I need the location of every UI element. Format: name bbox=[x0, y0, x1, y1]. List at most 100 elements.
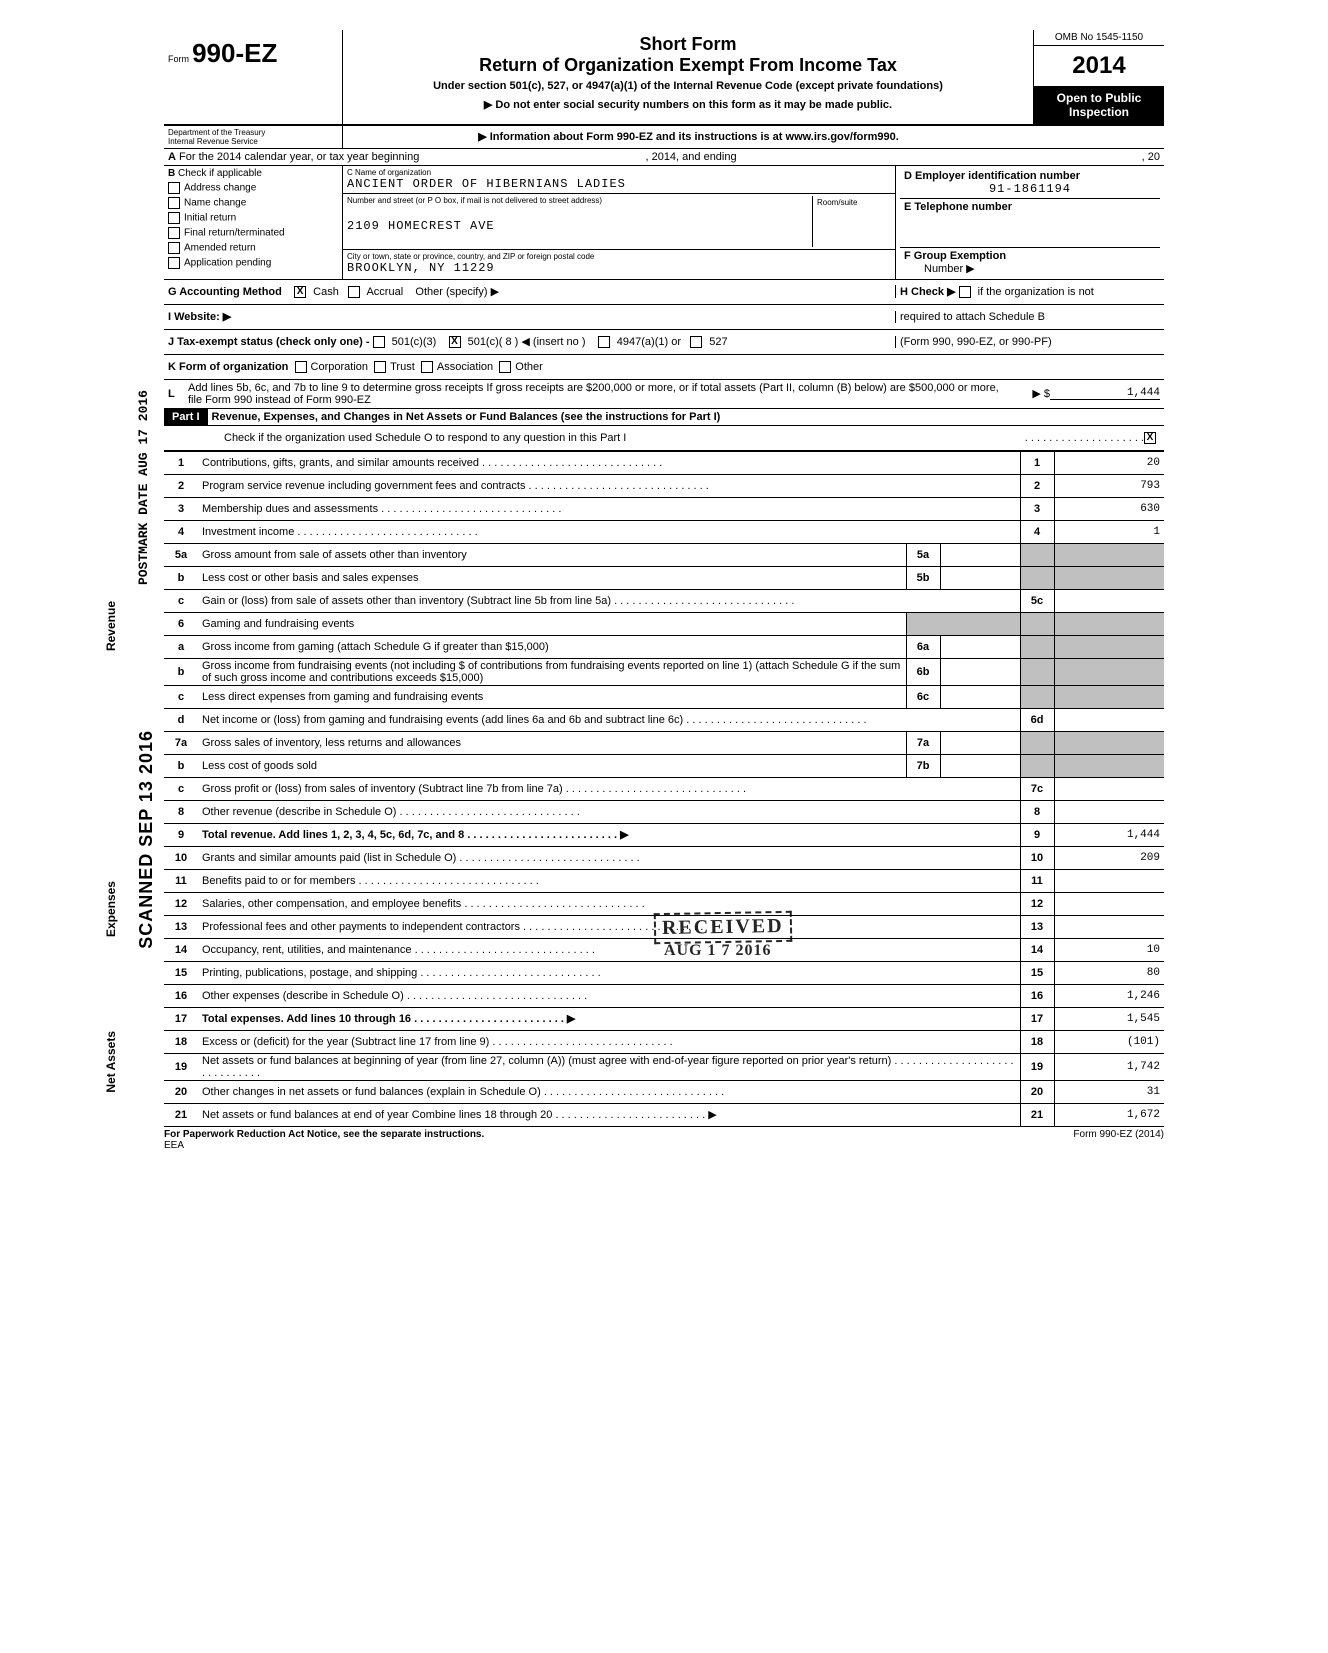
b-checkbox[interactable] bbox=[168, 182, 180, 194]
part-i-check-line: Check if the organization used Schedule … bbox=[224, 432, 1025, 444]
line-row: bGross income from fundraising events (n… bbox=[164, 658, 1164, 685]
room-label: Room/suite bbox=[817, 198, 887, 207]
ein-value: 91-1861194 bbox=[904, 182, 1156, 196]
501c-checkbox[interactable]: X bbox=[449, 336, 461, 348]
other-label: Other bbox=[515, 361, 543, 373]
line-row: 16Other expenses (describe in Schedule O… bbox=[164, 984, 1164, 1007]
website-label: I Website: ▶ bbox=[168, 311, 231, 323]
line-row: cGross profit or (loss) from sales of in… bbox=[164, 777, 1164, 800]
line-row: bLess cost of goods sold7b bbox=[164, 754, 1164, 777]
subtitle: Under section 501(c), 527, or 4947(a)(1)… bbox=[351, 80, 1025, 92]
line-row: 10Grants and similar amounts paid (list … bbox=[164, 846, 1164, 869]
street-label: Number and street (or P O box, if mail i… bbox=[347, 196, 812, 205]
footer-eea: EEA bbox=[164, 1140, 184, 1151]
other-specify-label: Other (specify) ▶ bbox=[415, 286, 499, 298]
line-row: aGross income from gaming (attach Schedu… bbox=[164, 635, 1164, 658]
line-row: cGain or (loss) from sale of assets othe… bbox=[164, 589, 1164, 612]
corp-checkbox[interactable] bbox=[295, 361, 307, 373]
b-item-label: Application pending bbox=[184, 257, 271, 268]
dept-treasury: Department of the Treasury Internal Reve… bbox=[164, 126, 343, 148]
assoc-label: Association bbox=[437, 361, 493, 373]
b-item-label: Name change bbox=[184, 197, 246, 208]
open-public-1: Open to Public bbox=[1036, 91, 1162, 105]
501c-label: 501(c)( 8 bbox=[468, 336, 512, 348]
line-row: 1Contributions, gifts, grants, and simil… bbox=[164, 451, 1164, 474]
check-if-applicable: Check if applicable bbox=[178, 168, 262, 179]
line-row: 18Excess or (deficit) for the year (Subt… bbox=[164, 1030, 1164, 1053]
b-item-label: Address change bbox=[184, 182, 256, 193]
row-a-text2: , 2014, and ending bbox=[645, 151, 736, 163]
line-row: 17Total expenses. Add lines 10 through 1… bbox=[164, 1007, 1164, 1030]
org-name: ANCIENT ORDER OF HIBERNIANS LADIES bbox=[347, 177, 891, 191]
city-label: City or town, state or province, country… bbox=[347, 252, 891, 261]
501c3-label: 501(c)(3) bbox=[392, 336, 437, 348]
expenses-label: Expenses bbox=[104, 881, 118, 937]
line-row: cLess direct expenses from gaming and fu… bbox=[164, 685, 1164, 708]
b-checkbox[interactable] bbox=[168, 227, 180, 239]
line-row: 6Gaming and fundraising events bbox=[164, 612, 1164, 635]
part-i-header: Part I bbox=[164, 409, 208, 425]
line-row: 15Printing, publications, postage, and s… bbox=[164, 961, 1164, 984]
assoc-checkbox[interactable] bbox=[421, 361, 433, 373]
main-title: Return of Organization Exempt From Incom… bbox=[351, 55, 1025, 76]
label-a: A bbox=[168, 151, 176, 163]
form-header: Form 990-EZ Short Form Return of Organiz… bbox=[164, 30, 1164, 126]
postmark-stamp: POSTMARK DATE AUG 17 2016 bbox=[136, 390, 151, 585]
short-form-title: Short Form bbox=[351, 34, 1025, 55]
line-row: 20Other changes in net assets or fund ba… bbox=[164, 1080, 1164, 1103]
lines-table: 1Contributions, gifts, grants, and simil… bbox=[164, 451, 1164, 1126]
revenue-label: Revenue bbox=[104, 601, 118, 651]
group-exemption-label: F Group Exemption bbox=[904, 250, 1006, 262]
line-row: 5aGross amount from sale of assets other… bbox=[164, 543, 1164, 566]
b-checkbox[interactable] bbox=[168, 212, 180, 224]
h-checkbox[interactable] bbox=[959, 286, 971, 298]
b-checkbox[interactable] bbox=[168, 257, 180, 269]
trust-checkbox[interactable] bbox=[374, 361, 386, 373]
501c3-checkbox[interactable] bbox=[373, 336, 385, 348]
form-page: POSTMARK DATE AUG 17 2016 SCANNED SEP 13… bbox=[164, 30, 1164, 1151]
cash-checkbox[interactable]: X bbox=[294, 286, 306, 298]
line-row: 3Membership dues and assessments . . . .… bbox=[164, 497, 1164, 520]
schedule-o-checkbox[interactable]: X bbox=[1144, 432, 1156, 444]
b-checkbox[interactable] bbox=[168, 197, 180, 209]
4947-label: 4947(a)(1) or bbox=[617, 336, 681, 348]
line-row: 19Net assets or fund balances at beginni… bbox=[164, 1053, 1164, 1080]
ein-label: D Employer identification number bbox=[904, 170, 1080, 182]
scanned-stamp: SCANNED SEP 13 2016 bbox=[136, 730, 157, 949]
l-value: 1,444 bbox=[1050, 387, 1160, 400]
footer-right: Form 990-EZ (2014) bbox=[1073, 1129, 1164, 1151]
l-arrow: ▶ $ bbox=[1010, 387, 1050, 400]
insert-no: ) ◀ (insert no ) bbox=[515, 336, 586, 348]
form-number: 990-EZ bbox=[192, 38, 277, 68]
line-row: 21Net assets or fund balances at end of … bbox=[164, 1103, 1164, 1126]
line-row: dNet income or (loss) from gaming and fu… bbox=[164, 708, 1164, 731]
line-row: 12Salaries, other compensation, and empl… bbox=[164, 892, 1164, 915]
phone-label: E Telephone number bbox=[904, 201, 1012, 213]
b-item-label: Amended return bbox=[184, 242, 256, 253]
tax-exempt-label: J Tax-exempt status (check only one) - bbox=[168, 336, 370, 348]
other-checkbox[interactable] bbox=[499, 361, 511, 373]
b-checkbox[interactable] bbox=[168, 242, 180, 254]
name-label: C Name of organization bbox=[347, 168, 891, 177]
received-stamp: RECEIVED bbox=[654, 911, 792, 944]
form-org-label: K Form of organization bbox=[168, 361, 288, 373]
accrual-label: Accrual bbox=[366, 286, 403, 298]
label-b: B bbox=[168, 168, 175, 179]
b-item-label: Final return/terminated bbox=[184, 227, 285, 238]
cash-label: Cash bbox=[313, 286, 339, 298]
4947-checkbox[interactable] bbox=[598, 336, 610, 348]
line-row: 11Benefits paid to or for members . . . … bbox=[164, 869, 1164, 892]
line-row: 7aGross sales of inventory, less returns… bbox=[164, 731, 1164, 754]
corp-label: Corporation bbox=[311, 361, 368, 373]
accrual-checkbox[interactable] bbox=[348, 286, 360, 298]
row-a-text1: For the 2014 calendar year, or tax year … bbox=[179, 151, 419, 163]
527-checkbox[interactable] bbox=[690, 336, 702, 348]
line-row: 9Total revenue. Add lines 1, 2, 3, 4, 5c… bbox=[164, 823, 1164, 846]
b-item-label: Initial return bbox=[184, 212, 236, 223]
form-label: Form bbox=[168, 54, 189, 64]
h-text3: (Form 990, 990-EZ, or 990-PF) bbox=[900, 336, 1052, 348]
line-row: 8Other revenue (describe in Schedule O) … bbox=[164, 800, 1164, 823]
h-text1: if the organization is not bbox=[978, 286, 1094, 298]
tax-year: 2014 bbox=[1034, 46, 1164, 87]
accounting-label: G Accounting Method bbox=[168, 286, 282, 298]
